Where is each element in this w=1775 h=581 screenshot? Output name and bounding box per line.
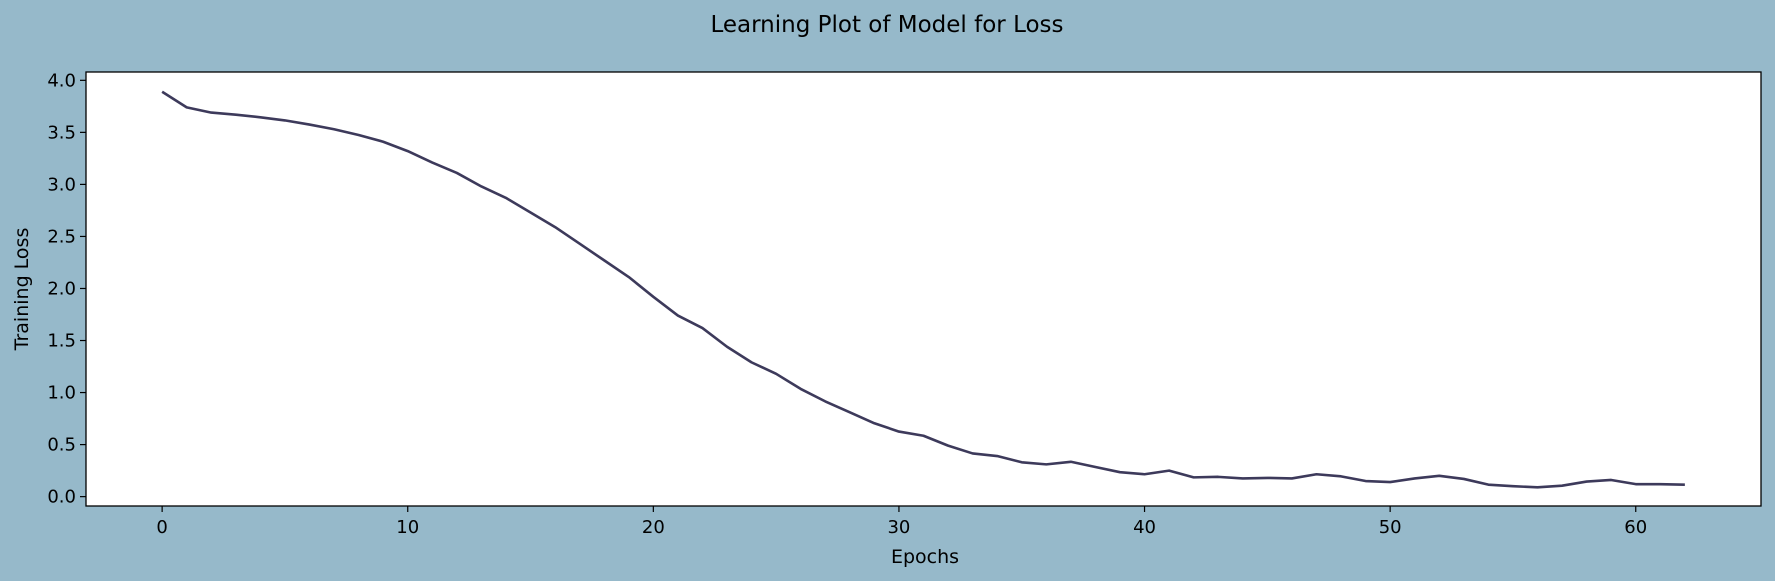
- x-tick-label: 10: [396, 517, 419, 538]
- x-tick-label: 0: [156, 517, 167, 538]
- y-tick-label: 0.5: [47, 435, 76, 456]
- plot-area: [86, 72, 1761, 506]
- x-tick-label: 60: [1624, 517, 1647, 538]
- training-loss-line: [161, 90, 1685, 489]
- y-tick-label: 0.0: [47, 487, 76, 508]
- x-axis-label: Epochs: [891, 546, 959, 568]
- series-layer: [161, 90, 1685, 489]
- y-tick-label: 1.5: [47, 331, 76, 352]
- y-tick-label: 4.0: [47, 70, 76, 91]
- y-tick-label: 2.5: [47, 226, 76, 247]
- x-tick-label: 20: [642, 517, 665, 538]
- y-tick-label: 2.0: [47, 278, 76, 299]
- x-tick-label: 50: [1379, 517, 1402, 538]
- chart-title: Learning Plot of Model for Loss: [710, 12, 1063, 38]
- y-tick-label: 3.0: [47, 174, 76, 195]
- x-tick-label: 40: [1133, 517, 1156, 538]
- x-tick-label: 30: [887, 517, 910, 538]
- x-axis: 0 10 20 30 40 50 60: [156, 506, 1647, 538]
- y-axis: 0.0 0.5 1.0 1.5 2.0 2.5 3.0 3.5 4.0: [47, 70, 86, 508]
- y-tick-label: 3.5: [47, 122, 76, 143]
- y-axis-label: Training Loss: [11, 228, 33, 352]
- y-tick-label: 1.0: [47, 383, 76, 404]
